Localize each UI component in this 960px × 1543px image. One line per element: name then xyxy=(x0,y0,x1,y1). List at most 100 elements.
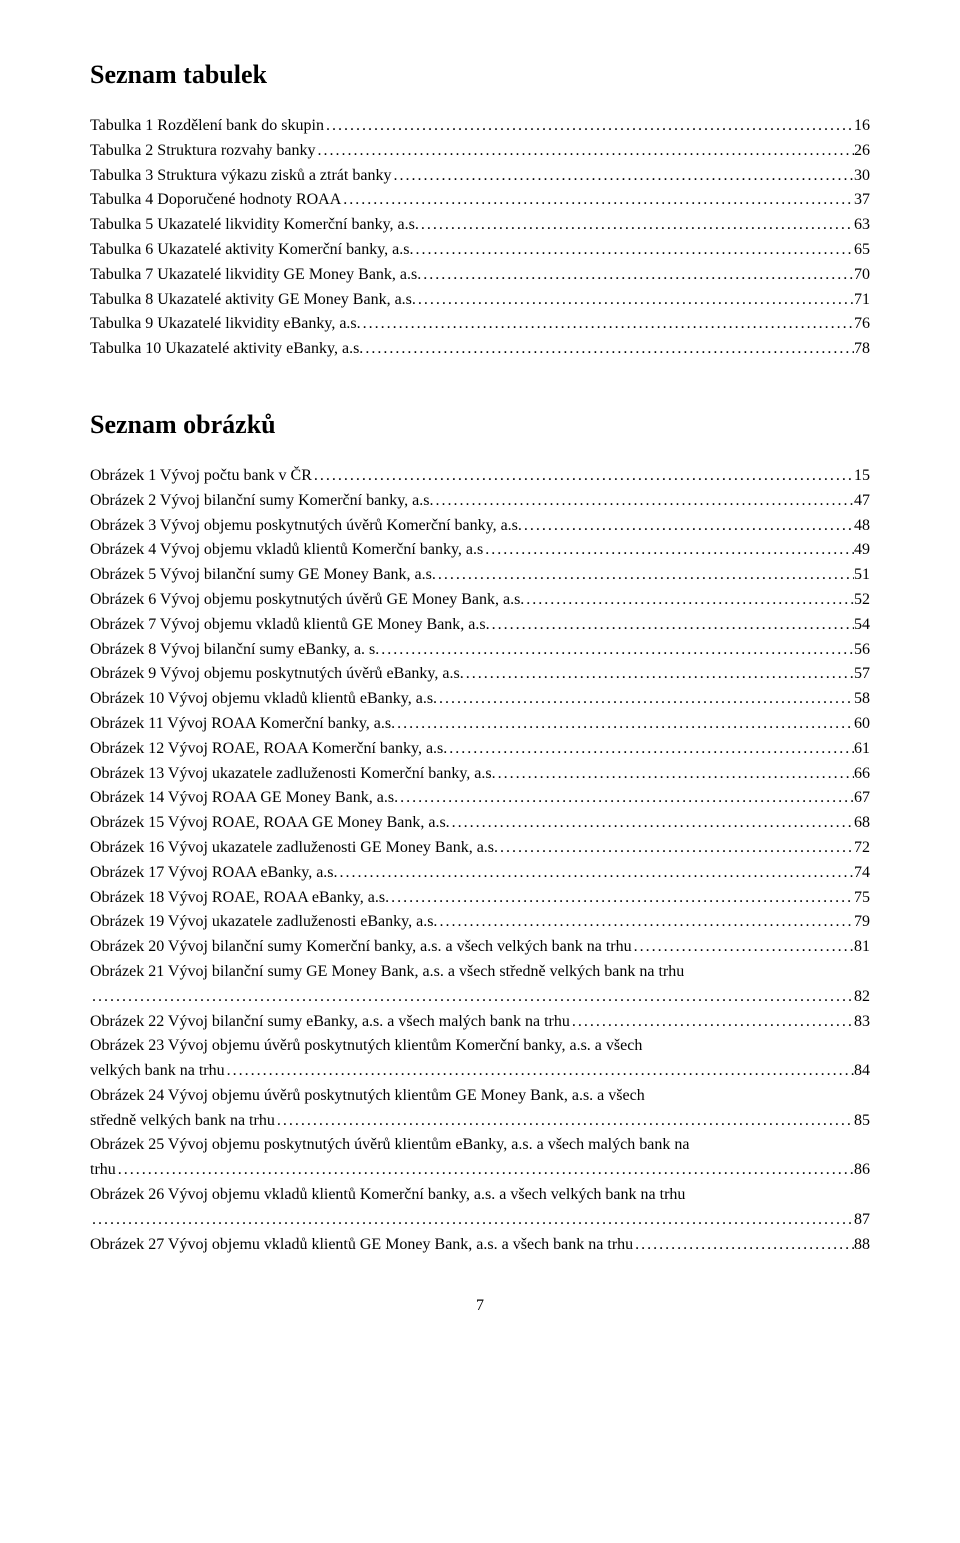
toc-entry: Obrázek 17 Vývoj ROAA eBanky, a.s.74 xyxy=(90,861,870,886)
toc-page-number: 72 xyxy=(854,836,870,861)
toc-leader-dots xyxy=(492,613,854,638)
toc-label: Obrázek 4 Vývoj objemu vkladů klientů Ko… xyxy=(90,538,483,563)
toc-label: Obrázek 6 Vývoj objemu poskytnutých úvěr… xyxy=(90,588,524,613)
toc-label: Obrázek 8 Vývoj bilanční sumy eBanky, a.… xyxy=(90,638,379,663)
toc-label: Tabulka 5 Ukazatelé likvidity Komerční b… xyxy=(90,213,419,238)
toc-label: Obrázek 19 Vývoj ukazatele zadluženosti … xyxy=(90,910,437,935)
toc-page-number: 56 xyxy=(854,638,870,663)
toc-page-number: 88 xyxy=(854,1233,870,1258)
toc-page-number: 87 xyxy=(854,1208,870,1233)
toc-entry: Obrázek 20 Vývoj bilanční sumy Komerční … xyxy=(90,935,870,960)
toc-leader-dots xyxy=(498,762,854,787)
document-page: Seznam tabulek Tabulka 1 Rozdělení bank … xyxy=(0,0,960,1355)
toc-leader-dots xyxy=(449,737,854,762)
toc-entry: Tabulka 8 Ukazatelé aktivity GE Money Ba… xyxy=(90,288,870,313)
toc-page-number: 71 xyxy=(854,288,870,313)
toc-entry: Obrázek 25 Vývoj objemu poskytnutých úvě… xyxy=(90,1133,870,1158)
toc-page-number: 15 xyxy=(854,464,870,489)
toc-leader-dots xyxy=(393,164,854,189)
toc-label: středně velkých bank na trhu xyxy=(90,1109,275,1134)
toc-page-number: 81 xyxy=(854,935,870,960)
toc-entry: Obrázek 2 Vývoj bilanční sumy Komerční b… xyxy=(90,489,870,514)
toc-leader-dots xyxy=(438,563,854,588)
toc-page-number: 86 xyxy=(854,1158,870,1183)
tables-heading: Seznam tabulek xyxy=(90,60,870,90)
toc-leader-dots xyxy=(439,910,854,935)
toc-page-number: 26 xyxy=(854,139,870,164)
toc-page-number: 48 xyxy=(854,514,870,539)
toc-leader-dots xyxy=(365,337,854,362)
toc-entry: Obrázek 27 Vývoj objemu vkladů klientů G… xyxy=(90,1233,870,1258)
toc-page-number: 61 xyxy=(854,737,870,762)
toc-label: Obrázek 3 Vývoj objemu poskytnutých úvěr… xyxy=(90,514,522,539)
toc-label: Obrázek 20 Vývoj bilanční sumy Komerční … xyxy=(90,935,632,960)
toc-entry: Obrázek 18 Vývoj ROAE, ROAA eBanky, a.s.… xyxy=(90,886,870,911)
toc-label: Obrázek 14 Vývoj ROAA GE Money Bank, a.s… xyxy=(90,786,398,811)
toc-entry: Obrázek 14 Vývoj ROAA GE Money Bank, a.s… xyxy=(90,786,870,811)
toc-page-number: 76 xyxy=(854,312,870,337)
toc-entry: Obrázek 21 Vývoj bilanční sumy GE Money … xyxy=(90,960,870,985)
toc-entry: Obrázek 16 Vývoj ukazatele zadluženosti … xyxy=(90,836,870,861)
toc-label: Obrázek 21 Vývoj bilanční sumy GE Money … xyxy=(90,960,684,985)
toc-leader-dots xyxy=(485,538,854,563)
toc-label: Obrázek 13 Vývoj ukazatele zadluženosti … xyxy=(90,762,496,787)
toc-leader-dots xyxy=(317,139,854,164)
toc-label: Obrázek 15 Vývoj ROAE, ROAA GE Money Ban… xyxy=(90,811,450,836)
toc-entry: Obrázek 12 Vývoj ROAE, ROAA Komerční ban… xyxy=(90,737,870,762)
toc-leader-dots xyxy=(634,935,854,960)
toc-leader-dots xyxy=(118,1158,854,1183)
toc-page-number: 66 xyxy=(854,762,870,787)
toc-entry: Obrázek 5 Vývoj bilanční sumy GE Money B… xyxy=(90,563,870,588)
figures-heading: Seznam obrázků xyxy=(90,410,870,440)
toc-leader-dots xyxy=(452,811,854,836)
toc-page-number: 52 xyxy=(854,588,870,613)
toc-entry: Obrázek 15 Vývoj ROAE, ROAA GE Money Ban… xyxy=(90,811,870,836)
toc-entry: Obrázek 23 Vývoj objemu úvěrů poskytnutý… xyxy=(90,1034,870,1059)
toc-label: Obrázek 25 Vývoj objemu poskytnutých úvě… xyxy=(90,1133,689,1158)
toc-label: Obrázek 26 Vývoj objemu vkladů klientů K… xyxy=(90,1183,685,1208)
toc-label: Tabulka 4 Doporučené hodnoty ROAA xyxy=(90,188,341,213)
toc-label: Obrázek 18 Vývoj ROAE, ROAA eBanky, a.s. xyxy=(90,886,389,911)
toc-page-number: 82 xyxy=(854,985,870,1010)
toc-page-number: 78 xyxy=(854,337,870,362)
toc-page-number: 30 xyxy=(854,164,870,189)
toc-entry: Obrázek 9 Vývoj objemu poskytnutých úvěr… xyxy=(90,662,870,687)
toc-label: Tabulka 10 Ukazatelé aktivity eBanky, a.… xyxy=(90,337,363,362)
toc-label: Obrázek 16 Vývoj ukazatele zadluženosti … xyxy=(90,836,498,861)
toc-label: Tabulka 6 Ukazatelé aktivity Komerční ba… xyxy=(90,238,414,263)
toc-leader-dots xyxy=(439,687,854,712)
figures-toc-list: Obrázek 1 Vývoj počtu bank v ČR15Obrázek… xyxy=(90,464,870,1258)
toc-leader-dots xyxy=(526,588,854,613)
toc-leader-dots xyxy=(227,1059,854,1084)
toc-entry-continuation: středně velkých bank na trhu 85 xyxy=(90,1109,870,1134)
toc-page-number: 65 xyxy=(854,238,870,263)
toc-leader-dots xyxy=(435,489,854,514)
toc-page-number: 60 xyxy=(854,712,870,737)
toc-label: Obrázek 2 Vývoj bilanční sumy Komerční b… xyxy=(90,489,433,514)
toc-leader-dots xyxy=(314,464,854,489)
page-number: 7 xyxy=(90,1297,870,1315)
toc-label: Obrázek 24 Vývoj objemu úvěrů poskytnutý… xyxy=(90,1084,645,1109)
toc-page-number: 83 xyxy=(854,1010,870,1035)
toc-entry: Obrázek 7 Vývoj objemu vkladů klientů GE… xyxy=(90,613,870,638)
toc-label: Tabulka 7 Ukazatelé likvidity GE Money B… xyxy=(90,263,421,288)
toc-label: trhu xyxy=(90,1158,116,1183)
toc-leader-dots xyxy=(391,886,854,911)
toc-entry: Tabulka 2 Struktura rozvahy banky26 xyxy=(90,139,870,164)
toc-entry: Tabulka 9 Ukazatelé likvidity eBanky, a.… xyxy=(90,312,870,337)
toc-page-number: 70 xyxy=(854,263,870,288)
toc-page-number: 85 xyxy=(854,1109,870,1134)
toc-entry: Obrázek 13 Vývoj ukazatele zadluženosti … xyxy=(90,762,870,787)
toc-page-number: 74 xyxy=(854,861,870,886)
toc-entry: Obrázek 26 Vývoj objemu vkladů klientů K… xyxy=(90,1183,870,1208)
toc-page-number: 16 xyxy=(854,114,870,139)
toc-leader-dots xyxy=(421,213,854,238)
toc-page-number: 75 xyxy=(854,886,870,911)
toc-page-number: 58 xyxy=(854,687,870,712)
toc-page-number: 49 xyxy=(854,538,870,563)
toc-leader-dots xyxy=(416,238,854,263)
toc-label: Obrázek 5 Vývoj bilanční sumy GE Money B… xyxy=(90,563,436,588)
toc-label: Obrázek 11 Vývoj ROAA Komerční banky, a.… xyxy=(90,712,395,737)
toc-label: Obrázek 27 Vývoj objemu vkladů klientů G… xyxy=(90,1233,633,1258)
toc-page-number: 63 xyxy=(854,213,870,238)
